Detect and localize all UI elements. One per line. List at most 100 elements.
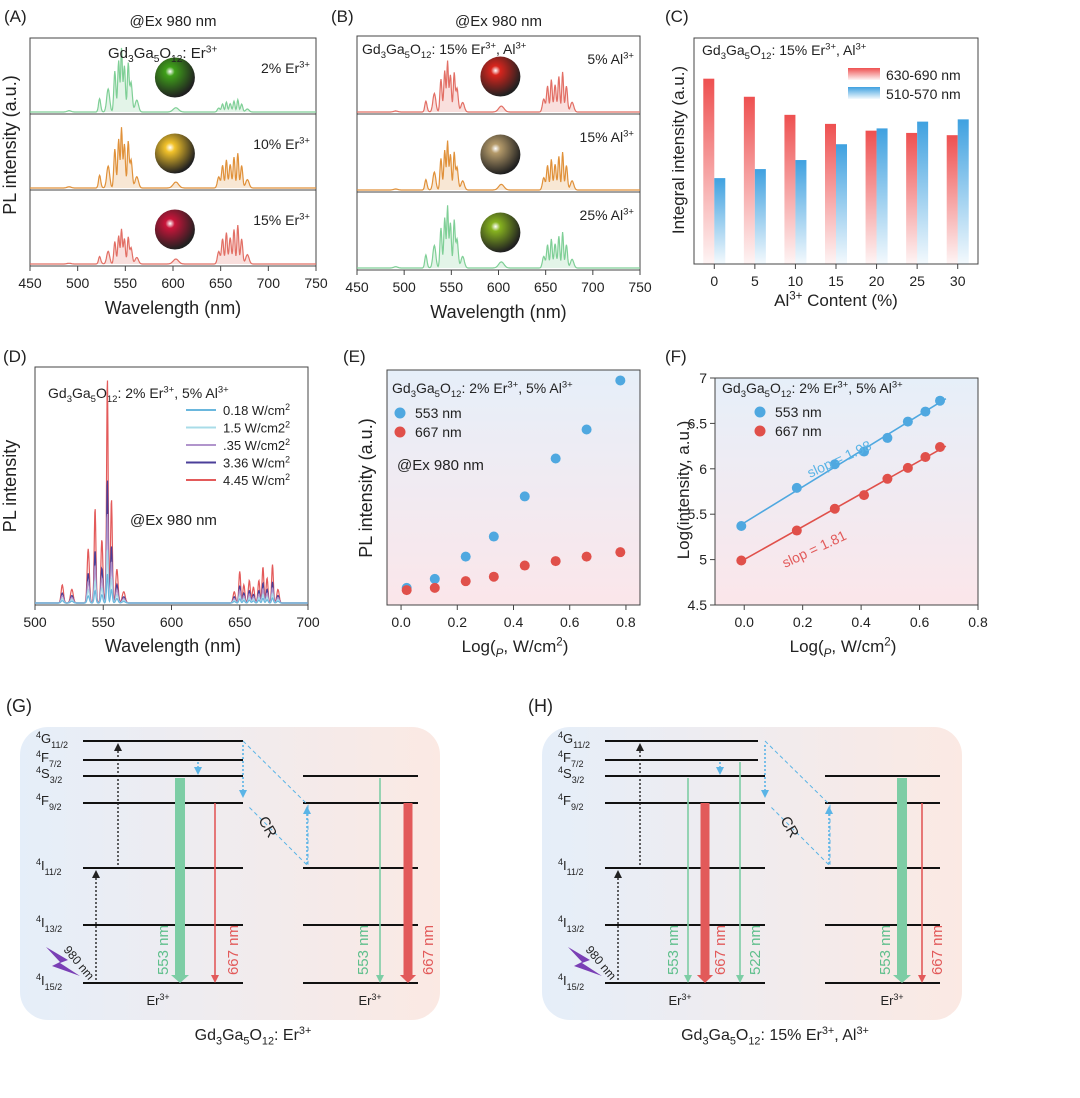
excitation-label: @Ex 980 nm	[397, 457, 484, 474]
legend-label: 3.36 W/cm2	[223, 455, 290, 471]
x-tick-label: 0.8	[616, 614, 636, 630]
pump-arrow-head	[114, 743, 122, 751]
text-part: 13/2	[45, 924, 63, 934]
text-part: : 2% Er	[791, 380, 837, 396]
text-part: 4	[558, 857, 563, 867]
text-part: Log(	[462, 637, 496, 656]
emission-667-head	[399, 975, 417, 983]
text-part: , 5% Al	[848, 380, 892, 396]
panel-label: (D)	[3, 347, 27, 366]
bar-630-690 nm	[784, 114, 796, 264]
text-part: : 15% Er	[771, 42, 825, 58]
text-part: 11/2	[51, 740, 68, 750]
level-label: 4F9/2	[558, 792, 583, 812]
data-point-667 nm	[581, 551, 592, 562]
x-tick-label: 500	[23, 614, 47, 630]
data-point-553 nm	[488, 531, 499, 542]
text-part: 25% Al	[580, 207, 624, 223]
text-part: 3	[381, 50, 386, 61]
x-axis-title: Log(P, W/cm2)	[790, 637, 897, 660]
level-label: 4I15/2	[558, 972, 584, 992]
x-tick-label: 25	[909, 273, 925, 289]
sample-photo	[154, 209, 195, 250]
text-part: Er	[880, 993, 894, 1008]
text-part: 3+	[159, 992, 169, 1002]
y-axis-title: PL intensity (a.u.)	[356, 418, 376, 557]
compound-label: Gd3Ga5O12: 15% Er3+, Al3+	[362, 41, 527, 61]
x-tick-label: 30	[950, 273, 966, 289]
x-axis-title: Wavelength (nm)	[105, 636, 241, 656]
text-part: 15/2	[567, 982, 585, 992]
plot-frame	[386, 369, 641, 606]
text-part: 5	[154, 54, 160, 65]
text-part: Ga	[222, 1027, 243, 1044]
relax-arrow-head	[761, 790, 769, 798]
text-part: O	[249, 1027, 261, 1044]
text-part: 15/2	[45, 982, 63, 992]
legend-swatch	[848, 87, 880, 99]
text-part: Gd	[48, 385, 67, 401]
text-part: 3+	[515, 41, 526, 52]
text-part: 11/2	[573, 740, 590, 750]
legend-marker	[754, 425, 766, 437]
data-point-553 nm	[429, 573, 440, 584]
x-tick-label: 650	[228, 614, 252, 630]
text-part: 5	[745, 51, 750, 62]
bar-510-570 nm	[754, 169, 766, 264]
relax-arrow-head	[303, 806, 311, 814]
text-part: 5	[435, 389, 440, 400]
trace-label: 10% Er3+	[253, 136, 310, 152]
text-part: Log(	[790, 637, 824, 656]
x-tick-label: 700	[581, 279, 605, 295]
text-part: 5% Al	[587, 51, 623, 67]
text-part: 3+	[163, 385, 174, 396]
text-part: G	[41, 731, 51, 746]
emission-553-head	[893, 975, 911, 983]
text-part: 12	[421, 50, 432, 61]
emission-553-head	[684, 975, 692, 983]
ion-label: Er3+	[880, 992, 903, 1008]
x-tick-label: 650	[209, 275, 233, 291]
ion-label: Er3+	[146, 992, 169, 1008]
emission-522-head	[736, 975, 744, 983]
data-point-553 nm	[829, 459, 840, 470]
level-label: 4S3/2	[36, 765, 62, 785]
text-part: P	[824, 648, 832, 660]
data-point-553 nm	[550, 453, 561, 464]
laser-icon	[568, 947, 602, 976]
text-part: 1.5 W/cm2	[223, 421, 285, 436]
data-point-667 nm	[488, 571, 499, 582]
emission-667-head	[918, 975, 926, 983]
series-line-25% Al	[357, 205, 640, 269]
x-tick-label: 700	[257, 275, 281, 291]
x-tick-label: 0.4	[851, 614, 871, 630]
series-line-15% Al	[357, 140, 640, 191]
text-part: 2% Er	[261, 60, 299, 76]
pump-arrow-head	[614, 870, 622, 878]
text-part: Er	[146, 993, 160, 1008]
text-part: Gd	[702, 42, 721, 58]
level-label: 4F9/2	[36, 792, 61, 812]
legend-label: 667 nm	[415, 424, 462, 440]
data-point-553 nm	[519, 491, 530, 502]
text-part: Gd	[362, 41, 381, 57]
x-tick-label: 450	[18, 275, 42, 291]
text-part: 3+	[299, 136, 310, 147]
panel-label: (H)	[528, 696, 553, 716]
text-part: 15% Al	[580, 129, 624, 145]
legend-label: 667 nm	[775, 423, 822, 439]
relax-arrow-head	[716, 767, 724, 775]
text-part: 3/2	[50, 775, 63, 785]
bar-630-690 nm	[865, 130, 877, 264]
text-part: O	[410, 41, 421, 57]
text-part: 3+	[623, 51, 634, 62]
series-line-0.18 W/cm2	[35, 573, 308, 604]
sample-photo	[154, 57, 195, 98]
emission-553-head	[171, 975, 189, 983]
emission-label: 667 nm	[420, 925, 437, 975]
legend-label: .35 W/cm22	[223, 437, 290, 453]
y-tick-label: 7	[699, 370, 707, 386]
panel-label: (G)	[6, 696, 32, 716]
text-part: 3+	[623, 129, 634, 140]
text-part: F	[563, 750, 571, 765]
